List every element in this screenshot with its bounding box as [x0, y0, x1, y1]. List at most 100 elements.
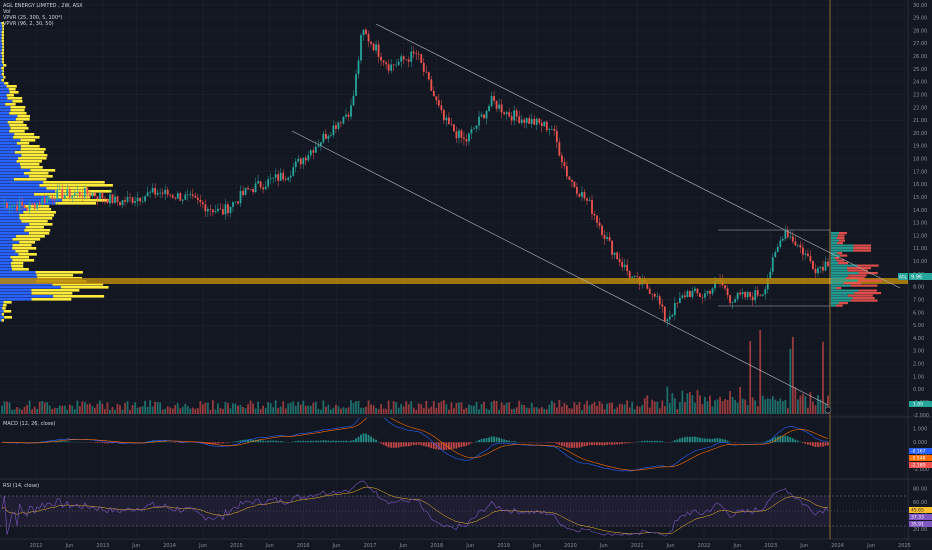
vp-left-bar-yellow [26, 208, 52, 211]
candle-body [73, 193, 76, 195]
trendline-lower[interactable] [291, 130, 829, 406]
volume-bar [332, 407, 335, 414]
volume-bar [676, 408, 679, 414]
legend-rsi-title[interactable]: RSI (14, close) [3, 483, 40, 489]
volume-bar [430, 406, 433, 414]
vp-left-bar-blue [0, 193, 35, 196]
volume-bar [3, 401, 6, 414]
trendline-upper[interactable] [375, 23, 901, 289]
event-marker-icon[interactable] [824, 406, 832, 414]
volume-bar [656, 401, 659, 414]
macd-tag-2: -0.548 [911, 456, 926, 462]
candle-body [593, 213, 596, 216]
price-tick-label: 25.00 [913, 67, 927, 73]
macd-hist-bar [360, 434, 362, 443]
macd-hist-bar [643, 440, 646, 443]
volume-bar [779, 398, 782, 414]
legend-volume[interactable]: Vol [3, 9, 11, 15]
legend-vpvr-1[interactable]: VPVR (25, 300, 5, 100*) [3, 15, 63, 21]
vp-left-bar-yellow [3, 310, 12, 313]
price-tick-label: 4.00 [913, 336, 924, 342]
volume-bar [410, 401, 413, 414]
vp-left-bar-blue [0, 94, 7, 97]
macd-hist-bar [367, 434, 370, 443]
macd-tag-1: -0.167 [911, 449, 926, 455]
volume-bar [523, 404, 526, 414]
macd-hist-bar [658, 440, 661, 443]
volume-bar [781, 401, 784, 414]
candle-body [801, 247, 804, 255]
candle-body [159, 192, 162, 194]
candle-body [400, 56, 403, 62]
vp-right-bar-red [836, 259, 845, 262]
macd-hist-bar [596, 442, 598, 446]
volume-bar [109, 409, 111, 414]
price-axis[interactable]: 30.00 29.00 28.00 27.00 26.00 25.00 24.00 23.00… [913, 3, 929, 419]
macd-hist-bar [410, 442, 413, 446]
candle-body [663, 306, 666, 322]
macd-hist-bar [332, 440, 335, 443]
vp-right-bar-red [857, 279, 882, 282]
volume-bar [593, 402, 596, 414]
vp-left-bar-blue [0, 79, 2, 82]
vp-left-bar-blue [0, 301, 4, 304]
candle-body [224, 204, 227, 215]
macd-hist-bar [716, 438, 719, 443]
legend-title[interactable]: AGL ENERGY LIMITED , 2W, ASX [3, 3, 83, 9]
macd-hist-bar [347, 441, 350, 443]
volume-bar [764, 399, 767, 414]
candle-body [189, 194, 192, 195]
volume-bar [81, 401, 84, 414]
vp-left-bar-yellow [1, 52, 4, 55]
candle-body [696, 288, 699, 294]
candle-body [739, 292, 742, 295]
volume-bar [324, 406, 327, 414]
macd-hist-bar [711, 438, 714, 443]
vp-left-bar-yellow [31, 292, 73, 295]
macd-hist-bar [63, 441, 66, 443]
candle-body [164, 189, 167, 194]
price-tick-label: 17.00 [913, 169, 927, 175]
volume-bar [498, 409, 501, 414]
price-tick-label: 27.00 [913, 41, 927, 47]
macd-hist-bar [297, 440, 300, 443]
poc-line [0, 278, 908, 284]
legend-macd-title[interactable]: MACD (12, 26, close) [3, 421, 56, 427]
candle-body [804, 253, 807, 255]
candle-body [714, 280, 716, 289]
time-tick-label: 2024 [831, 543, 844, 549]
macd-hist-bar [252, 439, 254, 443]
macd-hist-bar [222, 442, 224, 444]
vp-left-bar-blue [0, 259, 13, 262]
vp-left-bar-blue [0, 304, 3, 307]
vp-left-bar-blue [0, 292, 32, 295]
macd-hist-bar [465, 442, 468, 446]
candle-body [458, 130, 460, 139]
price-tick-label: 7.00 [913, 297, 924, 303]
vp-right-bar-green [831, 289, 859, 292]
macd-hist-bar [560, 442, 563, 447]
candle-body [217, 208, 219, 212]
volume-bar [277, 408, 280, 414]
macd-hist-bar [706, 438, 709, 443]
vp-left-bar-yellow [15, 250, 29, 253]
macd-hist-bar [673, 440, 676, 443]
candle-body [734, 299, 737, 303]
vp-right-bar-red [835, 304, 843, 307]
time-axis[interactable]: 2012 Jun 2013 Jun 2014 Jun 2015 Jun 2016 Jun 2017 J… [30, 543, 932, 549]
volume-bar [490, 401, 493, 414]
price-tick-label: 14.00 [913, 208, 927, 214]
macd-hist-bar [817, 442, 819, 447]
volume-bar [189, 408, 192, 414]
macd-hist-bar [493, 436, 495, 443]
candle-body [533, 118, 536, 125]
candle-body [581, 192, 583, 197]
volume-bar [560, 406, 563, 414]
macd-hist-bar [227, 442, 229, 443]
vp-left-bar-blue [0, 178, 14, 181]
legend-vpvr-2[interactable]: VPVR (96, 2, 30, 50) [3, 21, 54, 27]
macd-hist-bar [508, 440, 511, 443]
candle-body [18, 201, 21, 211]
candle-body [799, 245, 802, 248]
